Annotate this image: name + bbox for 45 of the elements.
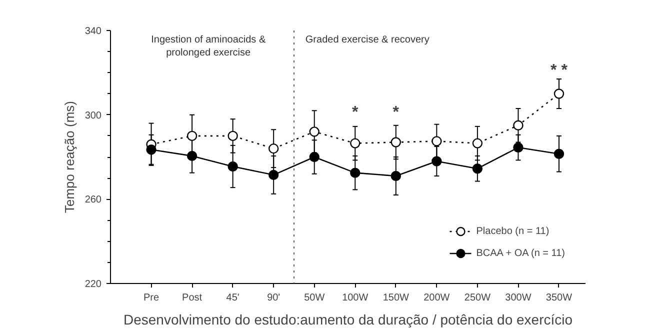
x-tick-label: 200W: [424, 292, 450, 304]
legend-label: Placebo (n = 11): [476, 226, 550, 236]
annotation: Ingestion of aminoacids & prolonged exercise: [151, 34, 266, 59]
x-tick-label: 45': [226, 292, 240, 304]
legend-label: BCAA + OA (n = 11): [476, 248, 565, 258]
point: [350, 138, 360, 148]
point: [472, 138, 483, 148]
y-tick-label: 340: [84, 26, 102, 37]
x-tick-label: 350W: [546, 292, 573, 304]
point: [472, 164, 483, 174]
point: [554, 148, 564, 159]
y-axis-title: Tempo reação (ms): [62, 101, 77, 213]
x-tick-label: 50W: [304, 292, 326, 304]
x-tick-label: 250W: [464, 292, 492, 304]
x-tick-label: 150W: [382, 292, 410, 304]
point: [432, 156, 442, 166]
point: [186, 150, 198, 162]
annotation: Graded exercise & recovery: [305, 34, 430, 46]
point: [228, 130, 238, 142]
point: [309, 126, 320, 137]
point: [432, 136, 442, 146]
y-tick-label: 260: [84, 194, 102, 206]
annotation: *: [352, 104, 360, 122]
x-tick-label: Pre: [143, 292, 160, 304]
y-tick-label: 220: [84, 279, 102, 290]
point: [390, 137, 402, 148]
x-axis-title: Desenvolvimento do estudo:aumento da duração / potência do exercício: [123, 312, 573, 328]
point: [228, 161, 238, 172]
point: [309, 152, 320, 162]
y-tick-label: 300: [84, 110, 102, 122]
x-tick-label: 300W: [505, 292, 532, 304]
point: [146, 144, 156, 155]
point: [186, 130, 198, 142]
x-tick-label: 100W: [342, 292, 369, 304]
annotation: * *: [550, 62, 568, 80]
point: [390, 170, 402, 182]
point: [513, 142, 524, 153]
point: [268, 143, 279, 154]
annotation: *: [392, 104, 400, 122]
point: [350, 168, 360, 178]
x-tick-label: 90': [267, 292, 280, 304]
point: [268, 170, 279, 180]
x-tick-label: Post: [182, 292, 202, 304]
point: [554, 88, 564, 99]
point: [513, 120, 524, 130]
